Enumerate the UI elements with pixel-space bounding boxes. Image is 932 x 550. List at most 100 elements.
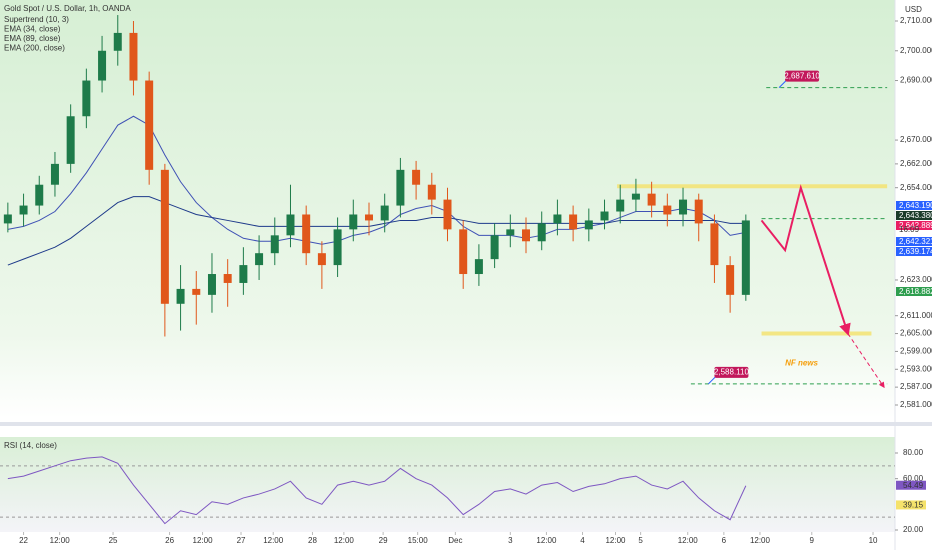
x-tick-label: 5 xyxy=(638,536,643,545)
price-tag-label: 2,643.190 xyxy=(899,201,932,210)
y-tick-label: 2,710.000 xyxy=(900,16,932,25)
y-tick-label: 2,670.000 xyxy=(900,135,932,144)
candle-body xyxy=(647,193,656,206)
candle-body xyxy=(223,274,232,283)
price-tag xyxy=(896,201,932,210)
y-tick-label: 2,605.000 xyxy=(900,329,932,338)
x-tick-label: 22 xyxy=(19,536,28,545)
candle-body xyxy=(255,253,264,266)
candle-body xyxy=(50,163,59,185)
rsi-tag-label: 39.15 xyxy=(903,501,924,510)
candle-body xyxy=(145,80,154,170)
candle-body xyxy=(490,235,499,260)
candle-body xyxy=(349,214,358,230)
candle-body xyxy=(443,199,452,230)
price-tag xyxy=(896,247,932,256)
currency: USD xyxy=(905,5,922,14)
ema-line xyxy=(7,115,746,245)
price-tag xyxy=(896,211,932,220)
candle-body xyxy=(129,32,138,81)
x-tick-label: 12:00 xyxy=(193,536,214,545)
candle-body xyxy=(726,265,735,295)
x-tick-label: 15:00 xyxy=(408,536,429,545)
candle-body xyxy=(569,214,578,230)
x-tick-label: 3 xyxy=(508,536,513,545)
price-tag xyxy=(896,287,932,296)
legend-entry: EMA (89, close) xyxy=(4,34,61,43)
y-tick-label: 2,662.000 xyxy=(900,159,932,168)
y-tick-label: 2,623.000 xyxy=(900,275,932,284)
candle-body xyxy=(35,184,44,206)
candle-body xyxy=(239,265,248,283)
x-tick-label: Dec xyxy=(448,536,462,545)
annotation-box xyxy=(785,70,820,82)
x-tick-label: 25 xyxy=(109,536,118,545)
x-tick-label: 28 xyxy=(308,536,317,545)
candle-body xyxy=(302,214,311,254)
x-tick-label: 12:00 xyxy=(605,536,626,545)
annotation-label: 2,588.110 xyxy=(714,367,750,376)
y-tick-label: 2,690.000 xyxy=(900,76,932,85)
candle-body xyxy=(427,184,436,200)
price-tag xyxy=(896,237,932,246)
rsi-tag xyxy=(896,480,926,490)
candle-body xyxy=(317,253,326,266)
price-tag-label: 2,639.174 xyxy=(899,247,932,256)
x-tick-label: 12:00 xyxy=(750,536,771,545)
candle-body xyxy=(412,169,421,185)
candle-body xyxy=(192,288,201,295)
candle-body xyxy=(522,229,531,242)
candle-body xyxy=(98,50,107,81)
candle-body xyxy=(584,220,593,230)
candle-body xyxy=(694,199,703,224)
candle-body xyxy=(3,214,12,224)
x-tick-label: 29 xyxy=(379,536,388,545)
countdown: 16:09 xyxy=(899,225,920,234)
y-tick-label: 2,611.000 xyxy=(900,311,932,320)
candle-body xyxy=(160,169,169,304)
candle-body xyxy=(600,211,609,221)
y-tick-label: 2,654.000 xyxy=(900,183,932,192)
price-tag xyxy=(896,221,932,230)
annotation-label: 2,687.610 xyxy=(784,71,820,80)
rsi-pane xyxy=(0,437,895,532)
rsi-tag xyxy=(896,500,926,510)
x-tick-label: 12:00 xyxy=(263,536,284,545)
legend-entry: EMA (34, close) xyxy=(4,25,61,34)
candle-body xyxy=(553,214,562,224)
candle-body xyxy=(663,205,672,215)
price-tag-label: 2,642.889 xyxy=(899,221,932,230)
x-tick-label: 12:00 xyxy=(334,536,355,545)
rsi-tick-label: 80.00 xyxy=(903,448,924,457)
annotation-box xyxy=(714,366,749,378)
x-tick-label: 9 xyxy=(810,536,815,545)
projection-path xyxy=(760,184,851,336)
y-tick-label: 2,593.000 xyxy=(900,364,932,373)
rsi-title: RSI (14, close) xyxy=(4,441,57,450)
candle-body xyxy=(537,223,546,242)
candle-body xyxy=(396,169,405,206)
candle-body xyxy=(176,288,185,304)
price-tag-label: 2,643.380 xyxy=(899,211,932,220)
candle-body xyxy=(710,223,719,266)
legend-entry: EMA (200, close) xyxy=(4,44,65,53)
x-tick-label: 12:00 xyxy=(536,536,557,545)
y-tick-label: 2,587.000 xyxy=(900,382,932,391)
candle-body xyxy=(380,205,389,221)
ema-line xyxy=(7,196,746,266)
note: NF news xyxy=(785,358,818,367)
y-tick-label: 2,700.000 xyxy=(900,46,932,55)
y-tick-label: 2,599.000 xyxy=(900,347,932,356)
candle-body xyxy=(66,116,75,164)
candle-body xyxy=(19,205,28,215)
candle-body xyxy=(631,193,640,200)
candle-body xyxy=(113,32,122,51)
projection-dashed xyxy=(847,333,885,389)
rsi-tick-label: 20.00 xyxy=(903,525,924,534)
candle-body xyxy=(459,229,468,275)
rsi-tick-label: 60.00 xyxy=(903,474,924,483)
x-tick-label: 12:00 xyxy=(50,536,71,545)
candle-body xyxy=(82,80,91,117)
candle-body xyxy=(679,199,688,215)
